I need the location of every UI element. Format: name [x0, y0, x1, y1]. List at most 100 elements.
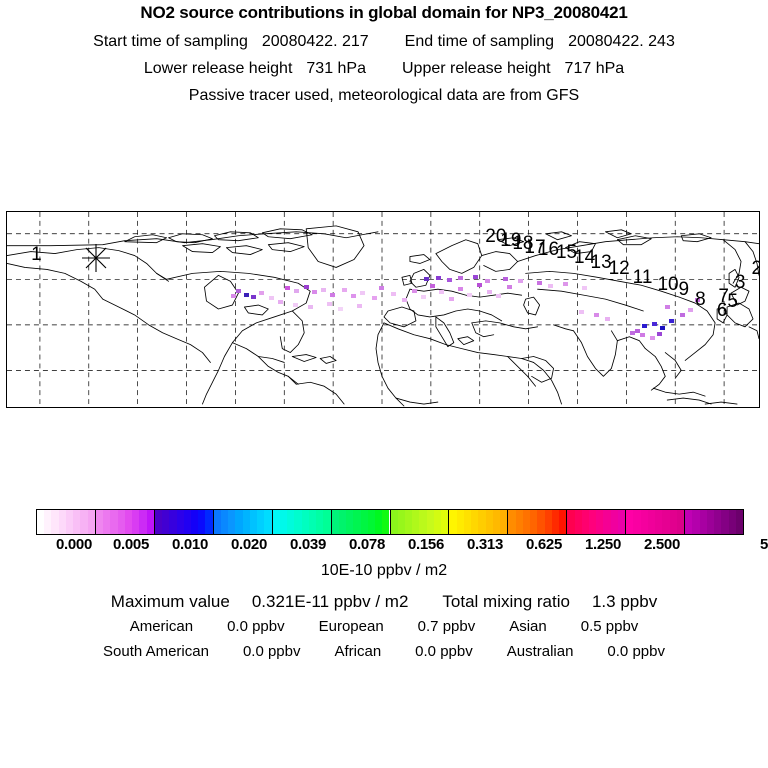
colorbar-band: [221, 510, 229, 534]
colorbar-band: [95, 510, 104, 534]
concentration-cell: [486, 289, 492, 294]
concentration-cell: [458, 287, 464, 292]
colorbar-container[interactable]: 0.000 0.005 0.010 0.020 0.039 0.078 0.156 0.313…: [36, 509, 768, 553]
concentration-cell: [659, 326, 665, 331]
colorbar-band: [353, 510, 361, 534]
colorbar-band: [331, 510, 339, 534]
colorbar-band: [626, 510, 634, 534]
colorbar-band: [692, 510, 700, 534]
colorbar-band: [360, 510, 368, 534]
concentration-cell: [307, 304, 313, 309]
colorbar-band: [433, 510, 442, 534]
colorbar-band: [213, 510, 221, 534]
upper-release-value: 717 hPa: [564, 60, 625, 77]
colorbar-band: [301, 510, 309, 534]
colorbar-band: [242, 510, 250, 534]
concentration-cell: [668, 319, 674, 324]
colorbar-band: [132, 510, 140, 534]
concentration-cell: [429, 284, 435, 289]
upper-release-label: Upper release height: [402, 60, 551, 77]
map-coastlines-svg: [7, 212, 759, 407]
colorbar-band: [272, 510, 280, 534]
colorbar-gradient[interactable]: [36, 509, 744, 535]
concentration-cell: [629, 330, 635, 335]
concentration-cell: [695, 297, 701, 302]
concentration-cell: [640, 332, 646, 337]
colorbar-band: [397, 510, 405, 534]
colorbar-band: [80, 510, 88, 534]
colorbar-band: [515, 510, 523, 534]
trajectory-label-7: 7: [718, 286, 729, 308]
trajectory-label-1: 1: [31, 244, 42, 266]
concentration-cell: [446, 278, 452, 283]
colorbar-band: [706, 510, 715, 534]
concentration-cell: [321, 287, 327, 292]
colorbar-segment-1: [95, 510, 155, 534]
colorbar-band: [73, 510, 81, 534]
colorbar-band: [110, 510, 118, 534]
trajectory-label-14: 14: [574, 247, 596, 269]
concentration-cell: [330, 292, 336, 297]
sampling-time-line: Start time of sampling 20080422. 217 End t…: [0, 33, 768, 51]
colorbar-band: [191, 510, 199, 534]
colorbar-band: [257, 510, 265, 534]
concentration-cell: [649, 335, 655, 340]
concentration-cell: [360, 290, 366, 295]
colorbar-segment-10: [626, 510, 686, 534]
concentration-cell: [285, 286, 291, 291]
colorbar-band: [610, 510, 618, 534]
colorbar-band: [647, 510, 656, 534]
colorbar-band: [685, 510, 693, 534]
colorbar-band: [162, 510, 170, 534]
concentration-cell: [473, 275, 479, 280]
total-mixing-ratio-label: Total mixing ratio: [442, 592, 570, 611]
region-row-2: South American 0.0 ppbv African 0.0 ppbv Aus…: [0, 643, 768, 660]
region-row-1: American 0.0 ppbv European 0.7 ppbv Asian 0.5…: [0, 618, 768, 635]
region-value-south-american: 0.0 ppbv: [242, 643, 301, 660]
concentration-cell: [503, 276, 509, 281]
concentration-cell: [458, 276, 464, 281]
colorbar-band: [146, 510, 154, 534]
lower-release-value: 731 hPa: [306, 60, 366, 77]
colorbar-segment-3: [213, 510, 273, 534]
concentration-cell: [665, 304, 670, 309]
region-value-european: 0.7 ppbv: [417, 618, 476, 635]
colorbar-band: [471, 510, 479, 534]
concentration-cell: [652, 322, 658, 327]
colorbar-band: [316, 510, 324, 534]
colorbar-segment-5: [331, 510, 391, 534]
concentration-cell: [337, 306, 343, 311]
colorbar-band: [676, 510, 685, 534]
method-note: Passive tracer used, meteorological data…: [188, 87, 580, 104]
max-value-label: Maximum value: [110, 592, 230, 611]
colorbar-band: [603, 510, 611, 534]
colorbar-band: [58, 510, 66, 534]
concentration-cell: [311, 290, 317, 294]
trajectory-label-5: 5: [727, 290, 738, 312]
colorbar-unit-label: 10E-10 ppbv / m2: [320, 562, 448, 579]
colorbar-band: [235, 510, 243, 534]
trajectory-label-6: 6: [716, 299, 728, 321]
colorbar-band: [574, 510, 582, 534]
colorbar-band: [51, 510, 59, 534]
colorbar-band: [419, 510, 427, 534]
max-value-value: 0.321E-11 ppbv / m2: [251, 592, 409, 611]
concentration-cell: [401, 297, 407, 302]
colorbar-band: [655, 510, 663, 534]
colorbar-band: [390, 510, 398, 534]
end-time-label: End time of sampling: [404, 33, 555, 50]
colorbar-band: [492, 510, 501, 534]
colorbar-band: [205, 510, 213, 534]
trajectory-label-8: 8: [695, 289, 706, 310]
colorbar-band: [508, 510, 516, 534]
world-map-panel[interactable]: 1 20 19 18 17 16 15 14 13 12 11 10 9 8 7 5 6 3 2: [6, 211, 760, 408]
page-title: NO2 source contributions in global domai…: [140, 3, 628, 22]
region-name-african: African: [334, 643, 382, 660]
concentration-cell: [231, 293, 237, 298]
concentration-cell: [439, 290, 445, 294]
concentration-cell: [537, 281, 543, 286]
concentration-cell: [604, 317, 610, 322]
colorbar-tick-1: 0.005: [112, 536, 150, 553]
colorbar-segment-11: [685, 510, 744, 534]
concentration-cell: [251, 294, 257, 299]
